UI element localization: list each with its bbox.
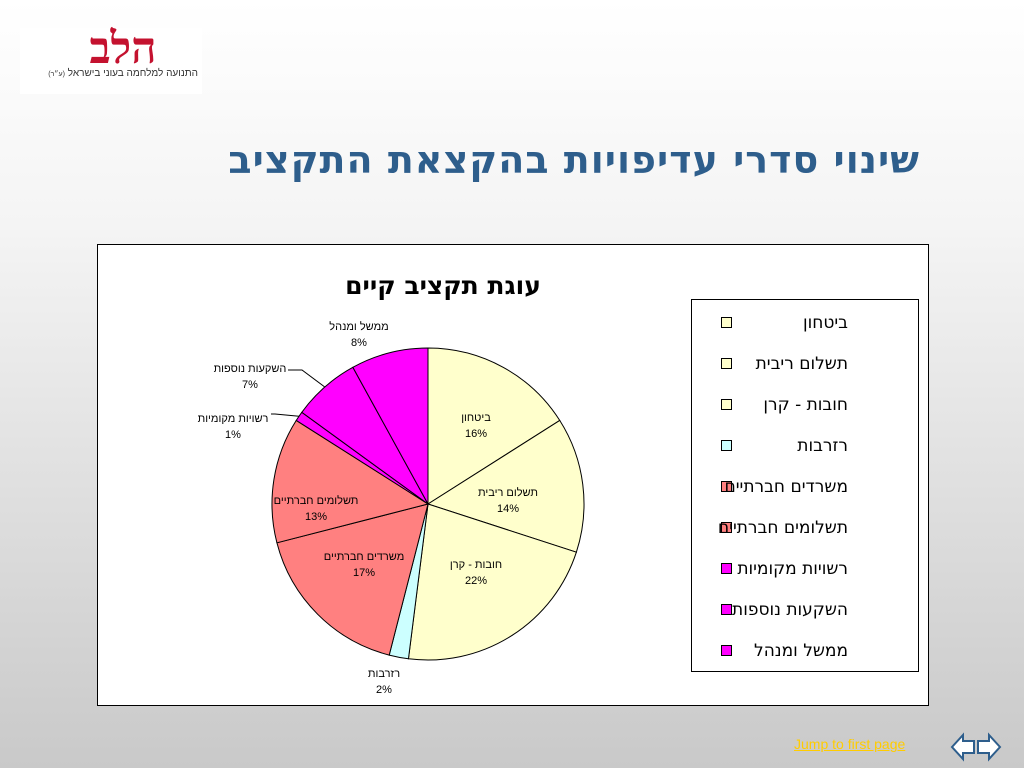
arrow-right-icon[interactable] [977,732,1002,762]
logo-mark: הלב [89,23,157,74]
slice-label: תשלום ריבית [478,486,538,499]
slice-label: רזרבות [368,668,400,680]
chart-frame: ביטחון 16% תשלום ריבית 14% חובות - קרן 22% רזר… [97,244,929,706]
legend-label: השקעות נוספות [732,600,848,620]
legend-swatch [721,481,732,492]
slice-value-label: 17% [353,567,375,579]
legend-item: רשויות מקומיות [692,552,918,593]
pie-slice [426,419,585,553]
legend-item: חובות - קרן [692,388,918,429]
slice-value-label: 8% [351,337,367,349]
legend-label: רשויות מקומיות [737,559,848,579]
legend-swatch [721,645,732,656]
slice-label: ביטחון [461,412,491,424]
legend-label: משרדים חברתיים [724,477,848,497]
leader-line [288,369,326,388]
jump-first-page-link[interactable]: Jump to first page [794,736,906,752]
legend-item: ביטחון [692,306,918,347]
slice-label: תשלומים חברתיים [274,494,359,507]
leader-line [271,413,300,417]
slice-value-label: 22% [465,575,487,587]
legend-item: השקעות נוספות [692,593,918,634]
legend-item: רזרבות [692,429,918,470]
logo-tagline-suffix: (ע״ר) [48,71,65,78]
slide-title: שינוי סדרי עדיפויות בהקצאת התקציב [228,138,920,182]
slice-value-label: 14% [497,503,519,515]
slice-label: חובות - קרן [450,559,502,571]
slice-label: רשויות מקומיות [198,413,269,425]
slice-value-label: 1% [225,429,241,441]
legend-swatch [721,317,732,328]
slice-label: השקעות נוספות [214,363,287,375]
slice-label: משרדים חברתיים [324,551,405,563]
arrow-left-icon[interactable] [950,732,975,762]
slice-value-label: 7% [242,379,258,391]
legend-label: רזרבות [797,436,848,456]
legend-item: תשלומים חברתיים [692,511,918,552]
chart-title: עוגת תקציב קיים [345,271,541,300]
legend-item: ממשל ומנהל [692,634,918,675]
legend-swatch [721,440,732,451]
logo: הלב התנועה למלחמה בעוני בישראל (ע״ר) [20,24,202,94]
slice-label: ממשל ומנהל [329,320,388,333]
pie-chart: ביטחון 16% תשלום ריבית 14% חובות - קרן 22% רזר… [198,320,585,696]
slice-value-label: 2% [376,684,392,696]
pie-slice [427,347,561,505]
nav-arrows [950,732,1002,762]
legend-label: חובות - קרן [763,395,848,415]
pie-slice [276,503,429,656]
legend-label: ביטחון [802,313,848,333]
legend-label: תשלומים חברתיים [717,518,848,538]
legend-item: תשלום ריבית [692,347,918,388]
legend-swatch [721,604,732,615]
pie-slice [352,347,429,505]
logo-tagline: התנועה למלחמה בעוני בישראל (ע״ר) [24,68,198,79]
legend-label: תשלום ריבית [755,354,848,374]
legend-label: ממשל ומנהל [754,641,848,661]
legend-swatch [721,358,732,369]
pie-slice [271,419,430,544]
slice-value-label: 13% [305,511,327,523]
legend-swatch [721,522,732,533]
legend-swatch [721,563,732,574]
slice-value-label: 16% [465,428,487,440]
legend-item: משרדים חברתיים [692,470,918,511]
pie-slice [407,503,577,661]
chart-legend: ביטחון תשלום ריבית חובות - קרן רזרבות מש… [691,299,919,672]
logo-tagline-text: התנועה למלחמה בעוני בישראל [67,68,198,79]
legend-swatch [721,399,732,410]
